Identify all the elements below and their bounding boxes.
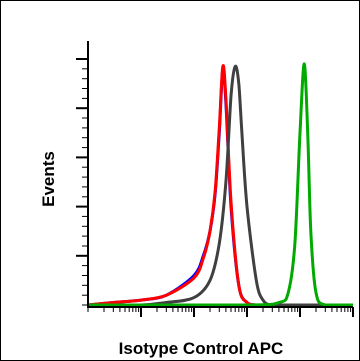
x-axis-label: Isotype Control APC <box>118 339 284 358</box>
histogram-lines <box>87 62 353 307</box>
y-axis-label: Events <box>39 151 58 207</box>
histogram-series-4 <box>87 62 353 307</box>
axes <box>76 41 354 317</box>
histogram-series-3 <box>87 64 353 307</box>
